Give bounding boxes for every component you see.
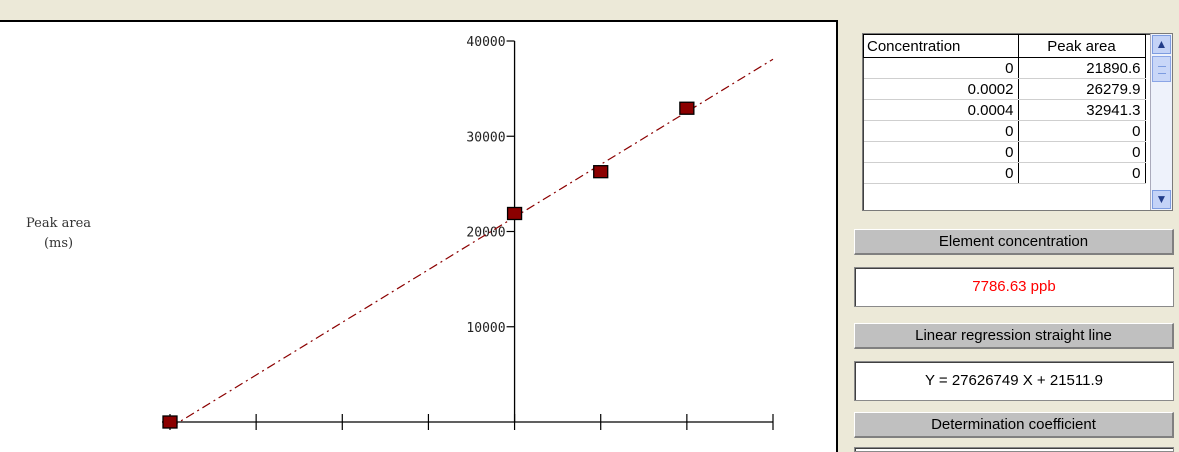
scroll-thumb[interactable] xyxy=(1152,56,1171,82)
element-concentration-value: 7786.63 ppb xyxy=(854,267,1174,307)
y-tick-label: 20000 xyxy=(466,226,505,241)
chevron-up-icon: ▲ xyxy=(1155,37,1168,51)
table-row[interactable]: 0.0002 26279.9 xyxy=(863,78,1146,100)
linear-regression-header: Linear regression straight line xyxy=(854,323,1174,349)
table-row[interactable]: 0 21890.6 xyxy=(863,57,1146,79)
scroll-down-button[interactable]: ▼ xyxy=(1152,190,1171,209)
y-axis-label-line2: (ms) xyxy=(43,236,74,251)
cell-concentration[interactable]: 0 xyxy=(863,57,1019,79)
column-header-concentration[interactable]: Concentration xyxy=(863,34,1019,58)
data-point xyxy=(162,415,178,429)
determination-coefficient-value xyxy=(854,447,1174,452)
cell-concentration[interactable]: 0.0002 xyxy=(863,78,1019,100)
column-header-peak-area[interactable]: Peak area xyxy=(1017,34,1146,58)
element-concentration-header: Element concentration xyxy=(854,229,1174,255)
calibration-table[interactable]: Concentration Peak area 0 21890.6 0.0002 2… xyxy=(862,33,1173,211)
chevron-down-icon: ▼ xyxy=(1155,192,1168,206)
calibration-data-table: Concentration Peak area 0 21890.6 0.0002 2… xyxy=(863,34,1146,184)
cell-peak-area[interactable]: 0 xyxy=(1018,141,1146,163)
table-scrollbar[interactable]: ▲ ▼ xyxy=(1150,34,1172,210)
data-point xyxy=(679,101,695,115)
y-axis-label: Peak area (ms) xyxy=(26,214,91,254)
table-header-row: Concentration Peak area xyxy=(863,34,1146,58)
linear-regression-value: Y = 27626749 X + 21511.9 xyxy=(854,361,1174,401)
cell-peak-area[interactable]: 32941.3 xyxy=(1018,99,1146,121)
cell-concentration[interactable]: 0 xyxy=(863,120,1019,142)
scroll-up-button[interactable]: ▲ xyxy=(1152,35,1171,54)
cell-peak-area[interactable]: 26279.9 xyxy=(1018,78,1146,100)
data-point xyxy=(506,206,523,221)
y-tick-label: 30000 xyxy=(466,130,505,145)
cell-peak-area[interactable]: 0 xyxy=(1018,162,1146,184)
data-point xyxy=(593,165,609,179)
calibration-chart: 10000 20000 30000 40000 xyxy=(162,35,774,430)
cell-concentration[interactable]: 0 xyxy=(863,141,1019,163)
table-row[interactable]: 0.0004 32941.3 xyxy=(863,99,1146,121)
cell-concentration[interactable]: 0 xyxy=(863,162,1019,184)
y-tick-label: 40000 xyxy=(466,35,505,50)
regression-line xyxy=(169,58,774,429)
top-bar xyxy=(0,0,1179,20)
cell-concentration[interactable]: 0.0004 xyxy=(863,99,1019,121)
cell-peak-area[interactable]: 0 xyxy=(1018,120,1146,142)
y-axis-label-line1: Peak area xyxy=(26,216,92,231)
y-tick-label: 10000 xyxy=(466,321,505,336)
determination-coefficient-header: Determination coefficient xyxy=(854,412,1174,438)
cell-peak-area[interactable]: 21890.6 xyxy=(1018,57,1146,79)
calibration-plot-panel: 10000 20000 30000 40000 Peak area (ms) xyxy=(0,20,838,452)
